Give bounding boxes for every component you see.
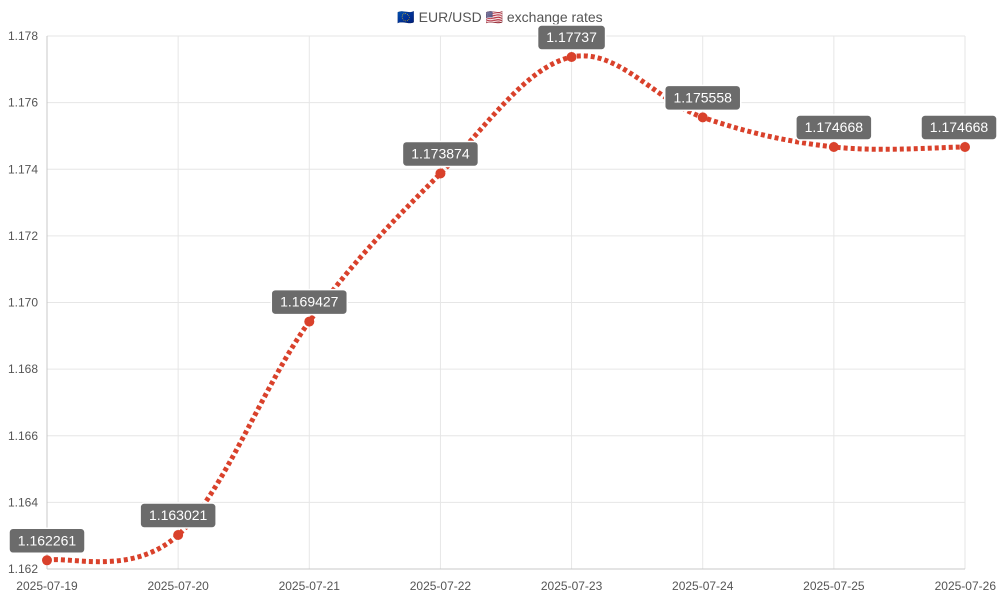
data-point [828, 141, 839, 152]
data-point [42, 555, 52, 566]
data-label: 1.162261 [8, 527, 86, 555]
data-label-text: 1.173874 [411, 145, 470, 161]
y-tick-label: 1.174 [8, 162, 38, 176]
data-label: 1.17737 [536, 24, 607, 51]
data-label: 1.175558 [663, 84, 742, 112]
data-label-box [8, 527, 86, 555]
data-label-box [139, 502, 217, 529]
data-point [960, 141, 970, 152]
y-tick-label: 1.168 [8, 362, 38, 376]
x-tick-label: 2025-07-24 [672, 579, 734, 593]
data-point [697, 112, 708, 123]
axes [46, 36, 965, 570]
series-line [46, 53, 966, 565]
x-tick-label: 2025-07-22 [410, 579, 472, 593]
data-label: 1.173874 [401, 140, 480, 168]
y-tick-label: 1.170 [8, 296, 38, 310]
data-label-box [920, 114, 998, 141]
y-tick-label: 1.176 [8, 96, 38, 110]
data-label: 1.169427 [270, 288, 349, 316]
data-labels: 1.162261 1.163021 1.169427 1.173874 1.17737 1… [8, 24, 998, 555]
data-points [42, 51, 970, 566]
y-tick-label: 1.162 [8, 562, 38, 576]
data-label-text: 1.175558 [674, 89, 733, 105]
data-label-box [270, 288, 349, 316]
data-label: 1.163021 [139, 502, 217, 529]
y-tick-label: 1.172 [8, 229, 38, 243]
data-point [173, 529, 184, 540]
data-label-text: 1.169427 [280, 294, 339, 310]
x-tick-label: 2025-07-21 [279, 579, 341, 593]
grid-lines [46, 35, 966, 570]
x-tick-label: 2025-07-26 [935, 579, 997, 593]
data-point [304, 316, 315, 327]
data-label-text: 1.163021 [149, 507, 208, 523]
y-tick-label: 1.178 [8, 29, 38, 43]
x-tick-label: 2025-07-19 [16, 579, 78, 593]
data-label-text: 1.162261 [18, 532, 77, 548]
x-axis-ticks: 2025-07-19 2025-07-20 2025-07-21 2025-07-22… [16, 579, 996, 593]
data-label: 1.174668 [920, 114, 998, 141]
data-label-text: 1.17737 [546, 29, 597, 45]
data-label-box [401, 140, 480, 168]
data-label-box [663, 84, 742, 112]
x-tick-label: 2025-07-23 [541, 579, 603, 593]
data-label-text: 1.174668 [930, 119, 989, 135]
y-tick-label: 1.166 [8, 429, 38, 443]
y-tick-label: 1.164 [8, 495, 38, 509]
data-label-box [536, 24, 607, 51]
data-label: 1.174668 [795, 114, 873, 141]
data-point [566, 51, 577, 62]
x-tick-label: 2025-07-20 [147, 579, 209, 593]
data-label-box [795, 114, 873, 141]
data-point [435, 168, 446, 179]
data-label-text: 1.174668 [805, 119, 864, 135]
y-axis-ticks: 1.162 1.164 1.166 1.168 1.170 1.172 1.174 1.176… [8, 29, 38, 576]
x-tick-label: 2025-07-25 [803, 579, 865, 593]
chart-title: 🇪🇺 EUR/USD 🇺🇸 exchange rates [397, 9, 602, 25]
